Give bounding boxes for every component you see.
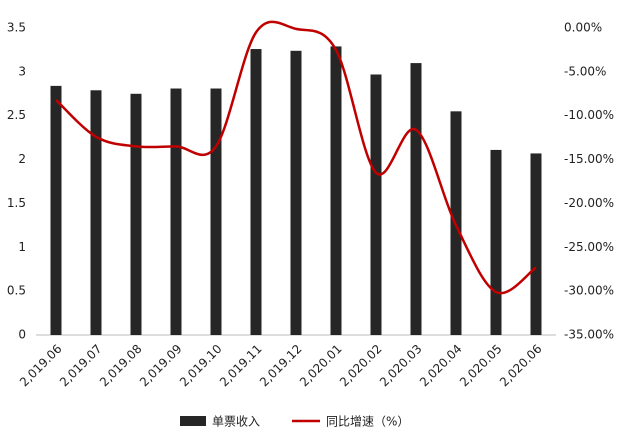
y-tick-label: 1	[18, 240, 26, 254]
y-tick-label: 3.5	[7, 21, 26, 35]
y-tick-label: 0	[18, 328, 26, 342]
legend-label: 单票收入	[212, 415, 260, 429]
y2-tick-label: -30.00%	[564, 284, 614, 298]
y2-tick-label: -15.00%	[564, 152, 614, 166]
x-tick-label: 2,019.07	[57, 342, 105, 390]
x-tick-label: 2,020.06	[497, 342, 545, 390]
y-tick-label: 2.5	[7, 108, 26, 122]
y2-tick-label: 0.00%	[564, 21, 602, 35]
bar	[410, 63, 422, 335]
y-tick-label: 3	[18, 64, 26, 78]
bar	[290, 50, 302, 335]
x-tick-label: 2,020.04	[417, 342, 465, 390]
y2-tick-label: -20.00%	[564, 196, 614, 210]
x-tick-label: 2,019.12	[257, 342, 305, 390]
y2-tick-label: -5.00%	[564, 64, 606, 78]
bar	[170, 88, 182, 335]
x-tick-label: 2,019.06	[17, 342, 65, 390]
bar	[130, 93, 142, 336]
bar	[530, 153, 542, 335]
y-tick-label: 1.5	[7, 196, 26, 210]
x-tick-label: 2,019.08	[97, 342, 145, 390]
x-tick-label: 2,019.09	[137, 342, 185, 390]
x-tick-label: 2,019.11	[217, 342, 265, 390]
x-tick-label: 2,020.02	[337, 342, 385, 390]
bar	[210, 88, 222, 335]
line	[55, 20, 537, 295]
y2-tick-label: -25.00%	[564, 240, 614, 254]
x-tick-label: 2,019.10	[177, 342, 225, 390]
bar	[370, 74, 382, 335]
x-tick-label: 2,020.03	[377, 342, 425, 390]
x-tick-label: 2,020.01	[297, 342, 345, 390]
y-tick-label: 2	[18, 152, 26, 166]
y2-tick-label: -10.00%	[564, 108, 614, 122]
bar	[250, 49, 262, 336]
bar	[490, 149, 502, 335]
bar	[50, 85, 62, 336]
y-tick-label: 0.5	[7, 284, 26, 298]
legend-label: 同比增速（%）	[326, 415, 409, 429]
bar	[90, 90, 102, 335]
x-tick-label: 2,020.05	[457, 342, 505, 390]
y2-tick-label: -35.00%	[564, 328, 614, 342]
legend-swatch	[180, 416, 206, 426]
bar	[330, 46, 342, 336]
